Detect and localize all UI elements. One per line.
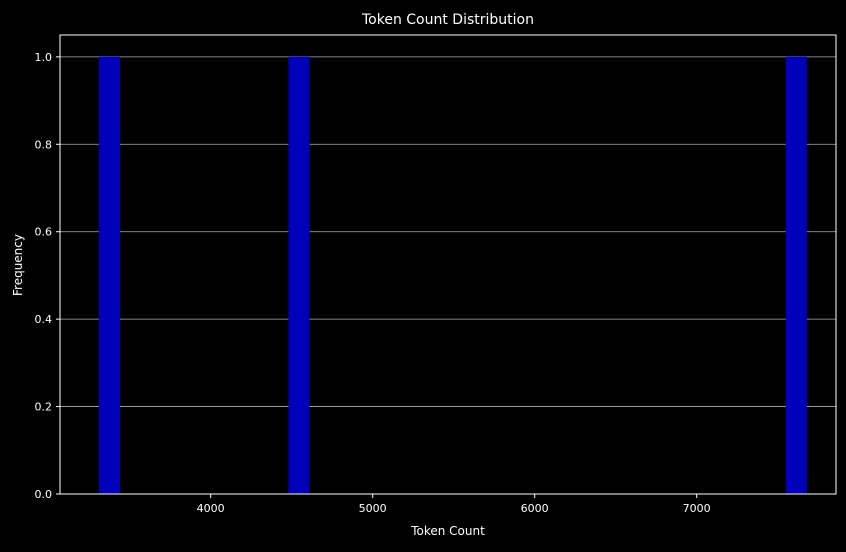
y-tick-label-1: 0.2: [35, 401, 53, 414]
x-axis-label: Token Count: [410, 524, 485, 538]
grid-lines: [60, 56, 836, 407]
plot-frame: [59, 34, 837, 495]
histogram-bar-0: [98, 56, 120, 494]
y-tick-label-3: 0.6: [35, 226, 53, 239]
y-tick-label-0: 0.0: [35, 488, 53, 501]
axes: 0.0 0.2 0.4 0.6 0.8 1.0 4000 5000 6000 7000: [35, 34, 837, 515]
y-tick-label-5: 1.0: [35, 51, 53, 64]
x-tick-label-0: 4000: [197, 502, 225, 515]
y-tick-label-4: 0.8: [35, 138, 53, 151]
x-tick-label-2: 6000: [521, 502, 549, 515]
y-tick-label-2: 0.4: [35, 313, 53, 326]
histogram-bar-2: [785, 56, 807, 494]
chart-title: Token Count Distribution: [361, 12, 534, 28]
x-tick-label-3: 7000: [683, 502, 711, 515]
y-axis-label: Frequency: [11, 234, 25, 296]
histogram-bar-1: [288, 56, 310, 494]
x-tick-label-1: 5000: [359, 502, 387, 515]
bars: [98, 56, 807, 494]
